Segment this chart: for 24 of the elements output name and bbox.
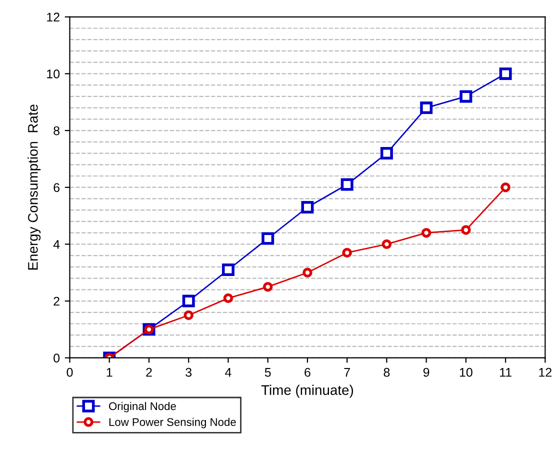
x-tick-label: 0 [66, 368, 73, 377]
y-tick-label: 12 [47, 12, 60, 22]
x-tick-label: 11 [500, 368, 512, 377]
x-tick-label: 2 [146, 368, 152, 377]
y-tick-label: 8 [54, 126, 60, 136]
x-tick-label: 3 [186, 368, 192, 377]
x-tick-label: 6 [304, 368, 310, 377]
x-tick-label: 12 [539, 368, 552, 377]
x-tick-label: 8 [384, 368, 390, 377]
legend-label: Original Node [109, 402, 176, 412]
y-tick-label: 4 [53, 240, 60, 249]
x-tick-label: 1 [106, 368, 112, 377]
x-tick-label: 9 [423, 368, 430, 377]
y-tick-label: 10 [47, 70, 60, 78]
y-axis-title: Energy Consumption Rate [28, 104, 41, 270]
x-tick-label: 10 [460, 368, 472, 377]
y-tick-label: 2 [54, 296, 60, 306]
x-tick-label: 7 [344, 368, 350, 377]
y-tick-label: 0 [54, 354, 60, 362]
x-tick-label: 4 [225, 368, 232, 377]
y-tick-label: 6 [54, 183, 60, 192]
x-axis-title: Time (minuate) [261, 384, 354, 398]
legend-label: Low Power Sensing Node [109, 418, 236, 428]
x-tick-label: 5 [264, 368, 271, 377]
